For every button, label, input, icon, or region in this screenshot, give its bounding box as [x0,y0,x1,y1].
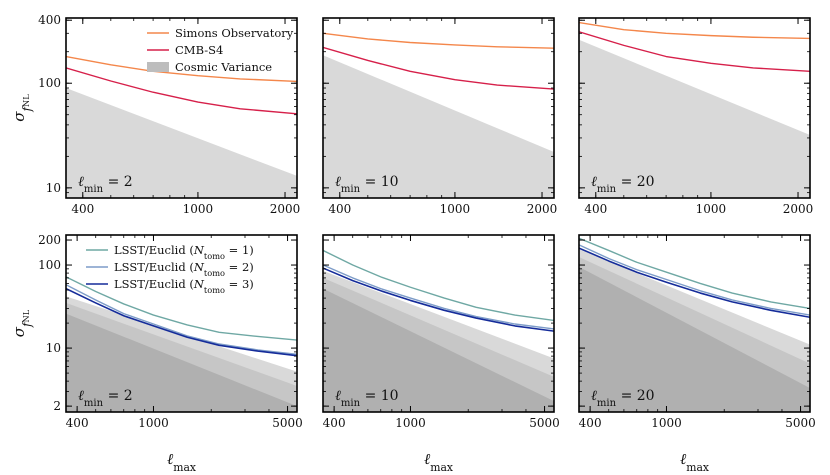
ell-min-annotation: ℓmin = 2 [78,174,133,195]
plot-area [579,21,810,198]
series-line-2 [66,287,297,357]
x-tick-label: 1000 [183,202,214,216]
legend-entry: CMB-S4 [175,43,223,57]
ell-min-annotation: ℓmin = 10 [335,388,399,409]
x-tick-label: 1000 [440,202,471,216]
legend-swatch [147,62,169,72]
panel-frame [578,17,811,199]
series-line-2 [323,267,554,332]
x-tick-label: 1000 [696,202,727,216]
x-tick-label: 5000 [785,416,816,430]
legend-entry: LSST/Euclid (Ntomo = 3) [114,277,254,295]
panel-0-2: 400 1000 2000 ℓmin = 20 [578,17,814,216]
plot-area [579,237,810,412]
y-tick-label: 10 [46,181,61,195]
cosmic-variance-band-2 [323,288,554,412]
plot-area [323,249,554,412]
panel-frame [322,234,555,413]
series-line-2 [579,247,810,319]
legend-entry: Simons Observatory [175,26,294,40]
x-tick-label: 2000 [783,202,814,216]
y-axis-title: σfNL [10,309,34,337]
y-tick-label: 100 [38,76,61,90]
x-tick-label: 2000 [270,202,301,216]
series-line-1 [579,31,810,72]
legend-entry: LSST/Euclid (Ntomo = 2) [114,260,254,278]
legend: Simons Observatory CMB-S4 Cosmic Variance [147,26,294,74]
cosmic-variance-band-0 [579,39,810,198]
series-line-0 [323,32,554,49]
panel-1-2: 400 1000 5000 ℓmin = 20 [578,234,816,430]
x-axis-title: ℓmax [167,450,196,474]
x-tick-label: 400 [66,416,89,430]
x-tick-label: 400 [584,202,607,216]
x-tick-label: 400 [71,202,94,216]
x-tick-label: 400 [323,416,346,430]
x-tick-label: 400 [579,416,602,430]
cosmic-variance-band-0 [323,55,554,198]
series-line-1 [66,284,297,356]
x-tick-label: 2000 [527,202,558,216]
cosmic-variance-band-0 [66,88,297,198]
y-tick-label: 10 [46,341,61,355]
y-tick-label: 2 [53,399,61,413]
panel-frame [322,17,555,199]
x-tick-label: 400 [328,202,351,216]
legend-entry: LSST/Euclid (Ntomo = 1) [114,243,254,261]
ell-min-annotation: ℓmin = 10 [335,174,399,195]
plot-area [66,55,297,198]
series-line-1 [323,264,554,330]
y-axis-title: σfNL [10,94,34,122]
ell-min-annotation: ℓmin = 2 [78,388,133,409]
y-tick-label: 400 [38,13,61,27]
plot-area [66,276,297,412]
x-tick-label: 5000 [529,416,560,430]
x-tick-label: 5000 [272,416,303,430]
series-line-1 [323,46,554,90]
series-line-1 [579,244,810,316]
panel-1-0: 400 1000 5000 2 10 100 200 ℓmin = 2 LSST/Euclid … [38,233,303,430]
series-line-0 [66,276,297,341]
series-line-0 [579,21,810,40]
cosmic-variance-band-2 [579,266,810,412]
panel-0-0: 400 1000 2000 10 100 400 ℓmin = 2 Simons Observ… [38,13,300,216]
x-tick-label: 1000 [138,416,169,430]
x-tick-label: 1000 [651,416,682,430]
panel-frame [65,17,298,199]
y-tick-label: 200 [38,233,61,247]
ell-min-annotation: ℓmin = 20 [591,174,655,195]
cosmic-variance-band-2 [66,313,297,412]
series-line-0 [323,249,554,322]
series-line-1 [66,67,297,115]
panel-1-1: 400 1000 5000 ℓmin = 10 [322,234,560,430]
x-axis-title: ℓmax [424,450,453,474]
legend: LSST/Euclid (Ntomo = 1)LSST/Euclid (Ntom… [86,243,254,295]
ell-min-annotation: ℓmin = 20 [591,388,655,409]
panel-frame [578,234,811,413]
y-tick-label: 100 [38,258,61,272]
x-tick-label: 1000 [395,416,426,430]
series-line-0 [66,55,297,83]
series-line-0 [579,237,810,310]
x-axis-title: ℓmax [680,450,709,474]
legend-entry: Cosmic Variance [175,60,272,74]
panel-0-1: 400 1000 2000 ℓmin = 10 [322,17,558,216]
plot-area [323,32,554,198]
panel-frame [65,234,298,413]
